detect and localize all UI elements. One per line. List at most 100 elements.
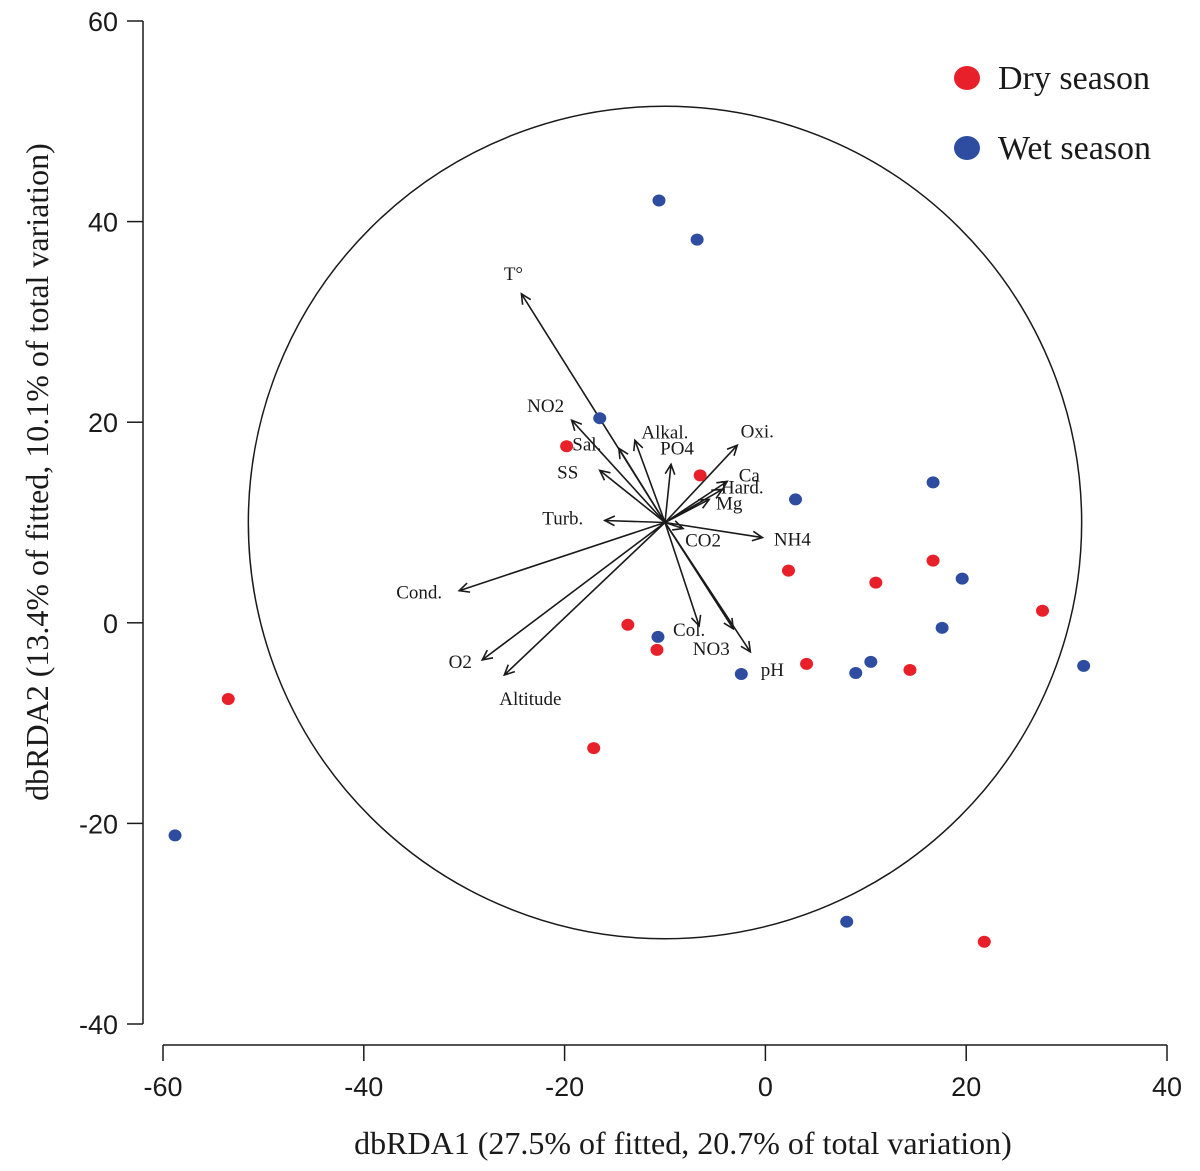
arrowhead-ss: [598, 469, 611, 481]
correlation-circle: [247, 105, 1083, 940]
arrowhead-mg: [698, 498, 711, 509]
point-dry-season: [621, 618, 635, 631]
point-dry-season: [1036, 604, 1050, 617]
point-dry-season: [781, 564, 795, 577]
arrowhead-ca: [716, 480, 729, 492]
point-dry-season: [693, 469, 707, 482]
vector-label-ph: pH: [761, 660, 785, 681]
y-tick-label: 40: [88, 208, 118, 238]
legend-label-wet-season: Wet season: [998, 130, 1151, 167]
point-wet-season: [652, 194, 666, 207]
vector-label-cond: Cond.: [396, 583, 442, 604]
arrowhead-col: [690, 614, 702, 628]
vector-turb: [604, 519, 666, 524]
point-wet-season: [1077, 659, 1091, 672]
point-wet-season: [840, 915, 854, 928]
vector-mg: [664, 498, 710, 524]
point-dry-season: [221, 693, 235, 706]
y-tick-label: 0: [103, 609, 118, 639]
vector-label-turb: Turb.: [542, 508, 583, 529]
point-wet-season: [864, 655, 878, 668]
point-dry-season: [650, 643, 664, 656]
vector-label-mg: Mg: [716, 493, 743, 514]
x-tick-label: -60: [143, 1072, 182, 1102]
chart-frame: [142, 21, 1167, 1046]
point-dry-season: [560, 440, 574, 453]
arrowhead-hard: [711, 488, 724, 499]
point-dry-season: [587, 742, 601, 755]
point-wet-season: [168, 829, 182, 842]
legend: Dry season Wet season: [954, 60, 1151, 167]
vector-altitude: [503, 521, 666, 676]
point-dry-season: [869, 576, 883, 589]
x-tick-label: 40: [1152, 1072, 1182, 1102]
vector-label-alkal: Alkal.: [641, 422, 688, 443]
vector-label-o2: O2: [449, 652, 472, 673]
point-wet-season: [926, 476, 940, 489]
y-axis-title: dbRDA2 (13.4% of fitted, 10.1% of total …: [19, 143, 55, 801]
point-wet-season: [955, 572, 969, 585]
vector-oxi: [664, 444, 738, 524]
arrowhead-cond: [457, 582, 471, 593]
vector-label-po4: PO4: [660, 438, 694, 459]
point-wet-season: [734, 667, 748, 680]
point-dry-season: [977, 935, 991, 948]
vector-sal: [618, 447, 666, 523]
point-wet-season: [651, 630, 665, 643]
vector-label-t: T°: [504, 264, 523, 285]
point-wet-season: [690, 233, 704, 246]
x-tick-label: -40: [344, 1072, 383, 1102]
x-axis-ticks: -60 -40 -20 0 20 40: [143, 1045, 1182, 1102]
vector-label-sal: Sal.: [572, 434, 601, 455]
arrowhead-nh4: [751, 530, 765, 542]
vector-cond: [458, 521, 666, 592]
y-tick-label: 60: [88, 7, 118, 37]
arrowhead-turb: [602, 515, 616, 527]
vector-ss: [599, 469, 666, 524]
arrowhead-ph: [740, 640, 752, 654]
vector-label-altitude: Altitude: [499, 689, 561, 710]
vector-label-ca: Ca: [739, 465, 761, 486]
vector-label-co2: CO2: [685, 531, 721, 552]
vector-label-no2: NO2: [527, 396, 564, 417]
arrowhead-alkal: [632, 438, 644, 452]
vector-label-no3: NO3: [693, 639, 730, 660]
vector-label-col: Col.: [673, 620, 705, 641]
vector-alkal: [634, 439, 666, 523]
arrowhead-no2: [570, 418, 583, 431]
arrowhead-no3: [723, 617, 735, 631]
x-axis-title: dbRDA1 (27.5% of fitted, 20.7% of total …: [354, 1125, 1012, 1161]
point-wet-season: [789, 493, 803, 506]
legend-marker-wet-season: [954, 136, 980, 160]
sample-points: [168, 194, 1091, 948]
correlation-circle-group: [247, 105, 1083, 940]
y-tick-label: 20: [88, 408, 118, 438]
y-tick-label: -20: [79, 809, 118, 839]
vector-nh4: [664, 521, 763, 539]
arrowhead-po4: [664, 462, 676, 475]
vector-o2: [481, 521, 666, 661]
arrowhead-altitude: [503, 664, 516, 677]
legend-marker-dry-season: [954, 66, 980, 90]
point-dry-season: [800, 657, 814, 670]
x-tick-label: 0: [758, 1072, 773, 1102]
vector-label-nh4: NH4: [774, 530, 811, 551]
vector-col: [664, 522, 700, 627]
vector-no2: [571, 419, 666, 524]
vector-label-oxi: Oxi.: [741, 421, 774, 442]
arrowhead-sal: [617, 446, 629, 460]
vector-po4: [664, 464, 672, 523]
vector-ph: [664, 522, 752, 653]
x-tick-label: 20: [951, 1072, 981, 1102]
arrowhead-oxi: [726, 443, 739, 457]
point-dry-season: [926, 554, 940, 567]
point-wet-season: [935, 621, 949, 634]
legend-label-dry-season: Dry season: [998, 60, 1150, 97]
arrowhead-o2: [480, 649, 494, 662]
arrowhead-co2: [672, 520, 685, 531]
vector-label-ss: SS: [557, 462, 578, 483]
x-tick-label: -20: [545, 1072, 584, 1102]
y-tick-label: -40: [79, 1010, 118, 1040]
point-dry-season: [903, 663, 917, 676]
